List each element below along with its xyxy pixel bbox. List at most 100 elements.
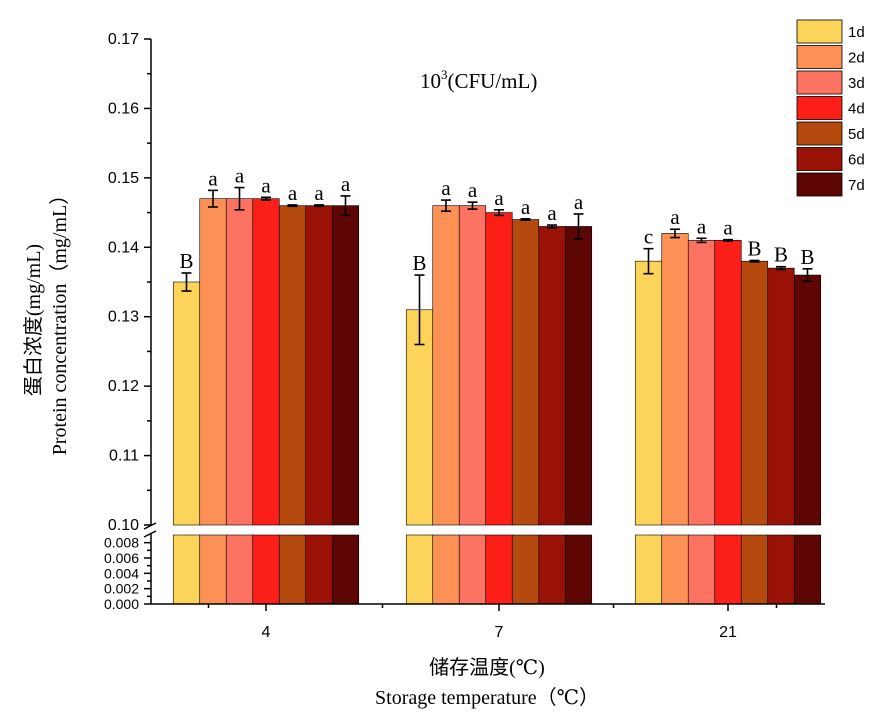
- bar-1d-4: [172, 281, 201, 526]
- x-axis-label-en: Storage temperature（℃）: [375, 686, 599, 709]
- error-bar-6d-4: [314, 204, 324, 208]
- letter-1d-4: B: [179, 249, 193, 273]
- error-bar-2d-7: [441, 199, 451, 212]
- annotation: 103(CFU/mL): [420, 67, 537, 93]
- legend-swatch-3d: [796, 70, 843, 95]
- legend-item-6d: 6d: [796, 147, 865, 171]
- letter-2d-21: a: [670, 205, 680, 229]
- axis-break-band: [137, 526, 827, 534]
- bar-lower-2d-7: [432, 534, 460, 605]
- bar-lower-5d-4: [278, 534, 307, 605]
- error-bar-6d-21: [776, 265, 786, 271]
- y-tick-label-0.13: 0.13: [108, 309, 139, 326]
- letter-7d-7: a: [574, 190, 584, 214]
- axis-break-mark-upper: [143, 522, 157, 530]
- legend-swatch-7d: [796, 172, 843, 197]
- letter-7d-4: a: [341, 172, 351, 196]
- legend-swatch-5d: [796, 121, 843, 146]
- y-tick-label-0.002: 0.002: [104, 581, 139, 597]
- bar-4d-4: [252, 198, 280, 526]
- bar-lower-2d-4: [199, 534, 227, 605]
- letter-5d-21: B: [747, 236, 761, 260]
- x-tick-label-4: 4: [262, 624, 271, 641]
- error-bar-4d-4: [261, 196, 271, 201]
- legend-item-5d: 5d: [796, 121, 865, 146]
- legend-label-7d: 7d: [848, 177, 865, 194]
- y-tick-label-0.17: 0.17: [108, 31, 139, 48]
- error-bar-6d-7: [547, 224, 557, 229]
- bar-lower-1d-21: [634, 534, 663, 605]
- legend-swatch-4d: [796, 96, 843, 120]
- letter-1d-7: B: [412, 251, 426, 275]
- letter-1d-21: c: [644, 225, 653, 249]
- error-bar-5d-7: [520, 218, 531, 222]
- legend-item-2d: 2d: [796, 45, 865, 69]
- legend-label-3d: 3d: [848, 75, 865, 92]
- letter-4d-7: a: [494, 186, 504, 210]
- legend-item-4d: 4d: [796, 96, 865, 120]
- error-bar-5d-21: [749, 259, 760, 263]
- legend: 1d 2d 3d 4d 5d 6d 7d: [796, 19, 865, 197]
- bar-lower-1d-7: [405, 534, 434, 605]
- bar-3d-21: [687, 240, 716, 526]
- x-tick-label-21: 21: [719, 624, 737, 641]
- error-bar-7d-7: [573, 213, 584, 240]
- bar-lower-2d-21: [661, 534, 689, 605]
- bar-lower-7d-7: [564, 534, 593, 605]
- letter-6d-21: B: [774, 243, 788, 267]
- bar-6d-21: [767, 267, 795, 526]
- letter-3d-7: a: [468, 178, 478, 202]
- y-tick-label-0.15: 0.15: [108, 170, 139, 187]
- legend-label-2d: 2d: [848, 50, 865, 67]
- annotation-base: 10: [420, 69, 441, 93]
- bar-3d-7: [458, 205, 487, 526]
- bars-layer: [172, 198, 822, 605]
- axis-layer: 0.100.110.120.130.140.150.160.170.0000.0…: [104, 31, 827, 641]
- bar-5d-7: [511, 219, 540, 526]
- y-tick-label-0.008: 0.008: [104, 535, 139, 551]
- error-bar-4d-21: [723, 238, 733, 242]
- bar-5d-4: [278, 205, 307, 526]
- bar-4d-7: [485, 212, 513, 526]
- y-axis-label-cn: 蛋白浓度(mg/mL): [22, 244, 45, 396]
- y-tick-label-0.006: 0.006: [104, 550, 139, 566]
- y-tick-label-0.11: 0.11: [109, 448, 139, 465]
- letter-5d-7: a: [521, 195, 531, 219]
- legend-swatch-1d: [796, 19, 843, 44]
- bar-1d-21: [634, 260, 663, 526]
- bar-lower-4d-7: [485, 534, 513, 605]
- letter-6d-7: a: [547, 201, 557, 225]
- bar-2d-21: [661, 233, 689, 526]
- y-axis-label-en: Protein concentration（mg/mL）: [48, 185, 71, 456]
- bar-6d-4: [305, 205, 333, 526]
- bar-2d-7: [432, 205, 460, 526]
- significance-letters-layer: Ba a a a a aBa a a a a aca a aB B B: [179, 164, 814, 275]
- y-tick-label-0.12: 0.12: [108, 378, 139, 395]
- letter-4d-21: a: [723, 216, 733, 240]
- letter-7d-21: B: [800, 245, 814, 269]
- bar-7d-7: [564, 226, 593, 526]
- legend-item-3d: 3d: [796, 70, 865, 95]
- axis-break-mark-lower: [143, 530, 157, 538]
- x-tick-label-7: 7: [495, 624, 504, 641]
- error-bar-4d-7: [494, 208, 504, 217]
- legend-item-7d: 7d: [796, 172, 865, 197]
- error-bar-2d-21: [670, 228, 680, 239]
- bar-6d-7: [538, 226, 566, 526]
- bar-lower-3d-7: [458, 534, 487, 605]
- bar-lower-6d-7: [538, 534, 566, 605]
- letter-5d-4: a: [288, 181, 298, 205]
- bar-lower-4d-21: [714, 534, 742, 605]
- letter-2d-4: a: [208, 166, 218, 190]
- bar-lower-4d-4: [252, 534, 280, 605]
- bar-lower-1d-4: [172, 534, 201, 605]
- bar-3d-4: [225, 198, 254, 526]
- x-axis-label-cn: 储存温度(℃): [429, 656, 545, 679]
- letter-4d-4: a: [261, 173, 271, 197]
- legend-label-5d: 5d: [848, 126, 865, 143]
- error-bars-layer: [181, 186, 813, 346]
- bar-lower-5d-7: [511, 534, 540, 605]
- error-bar-3d-21: [696, 237, 707, 244]
- bar-2d-4: [199, 198, 227, 526]
